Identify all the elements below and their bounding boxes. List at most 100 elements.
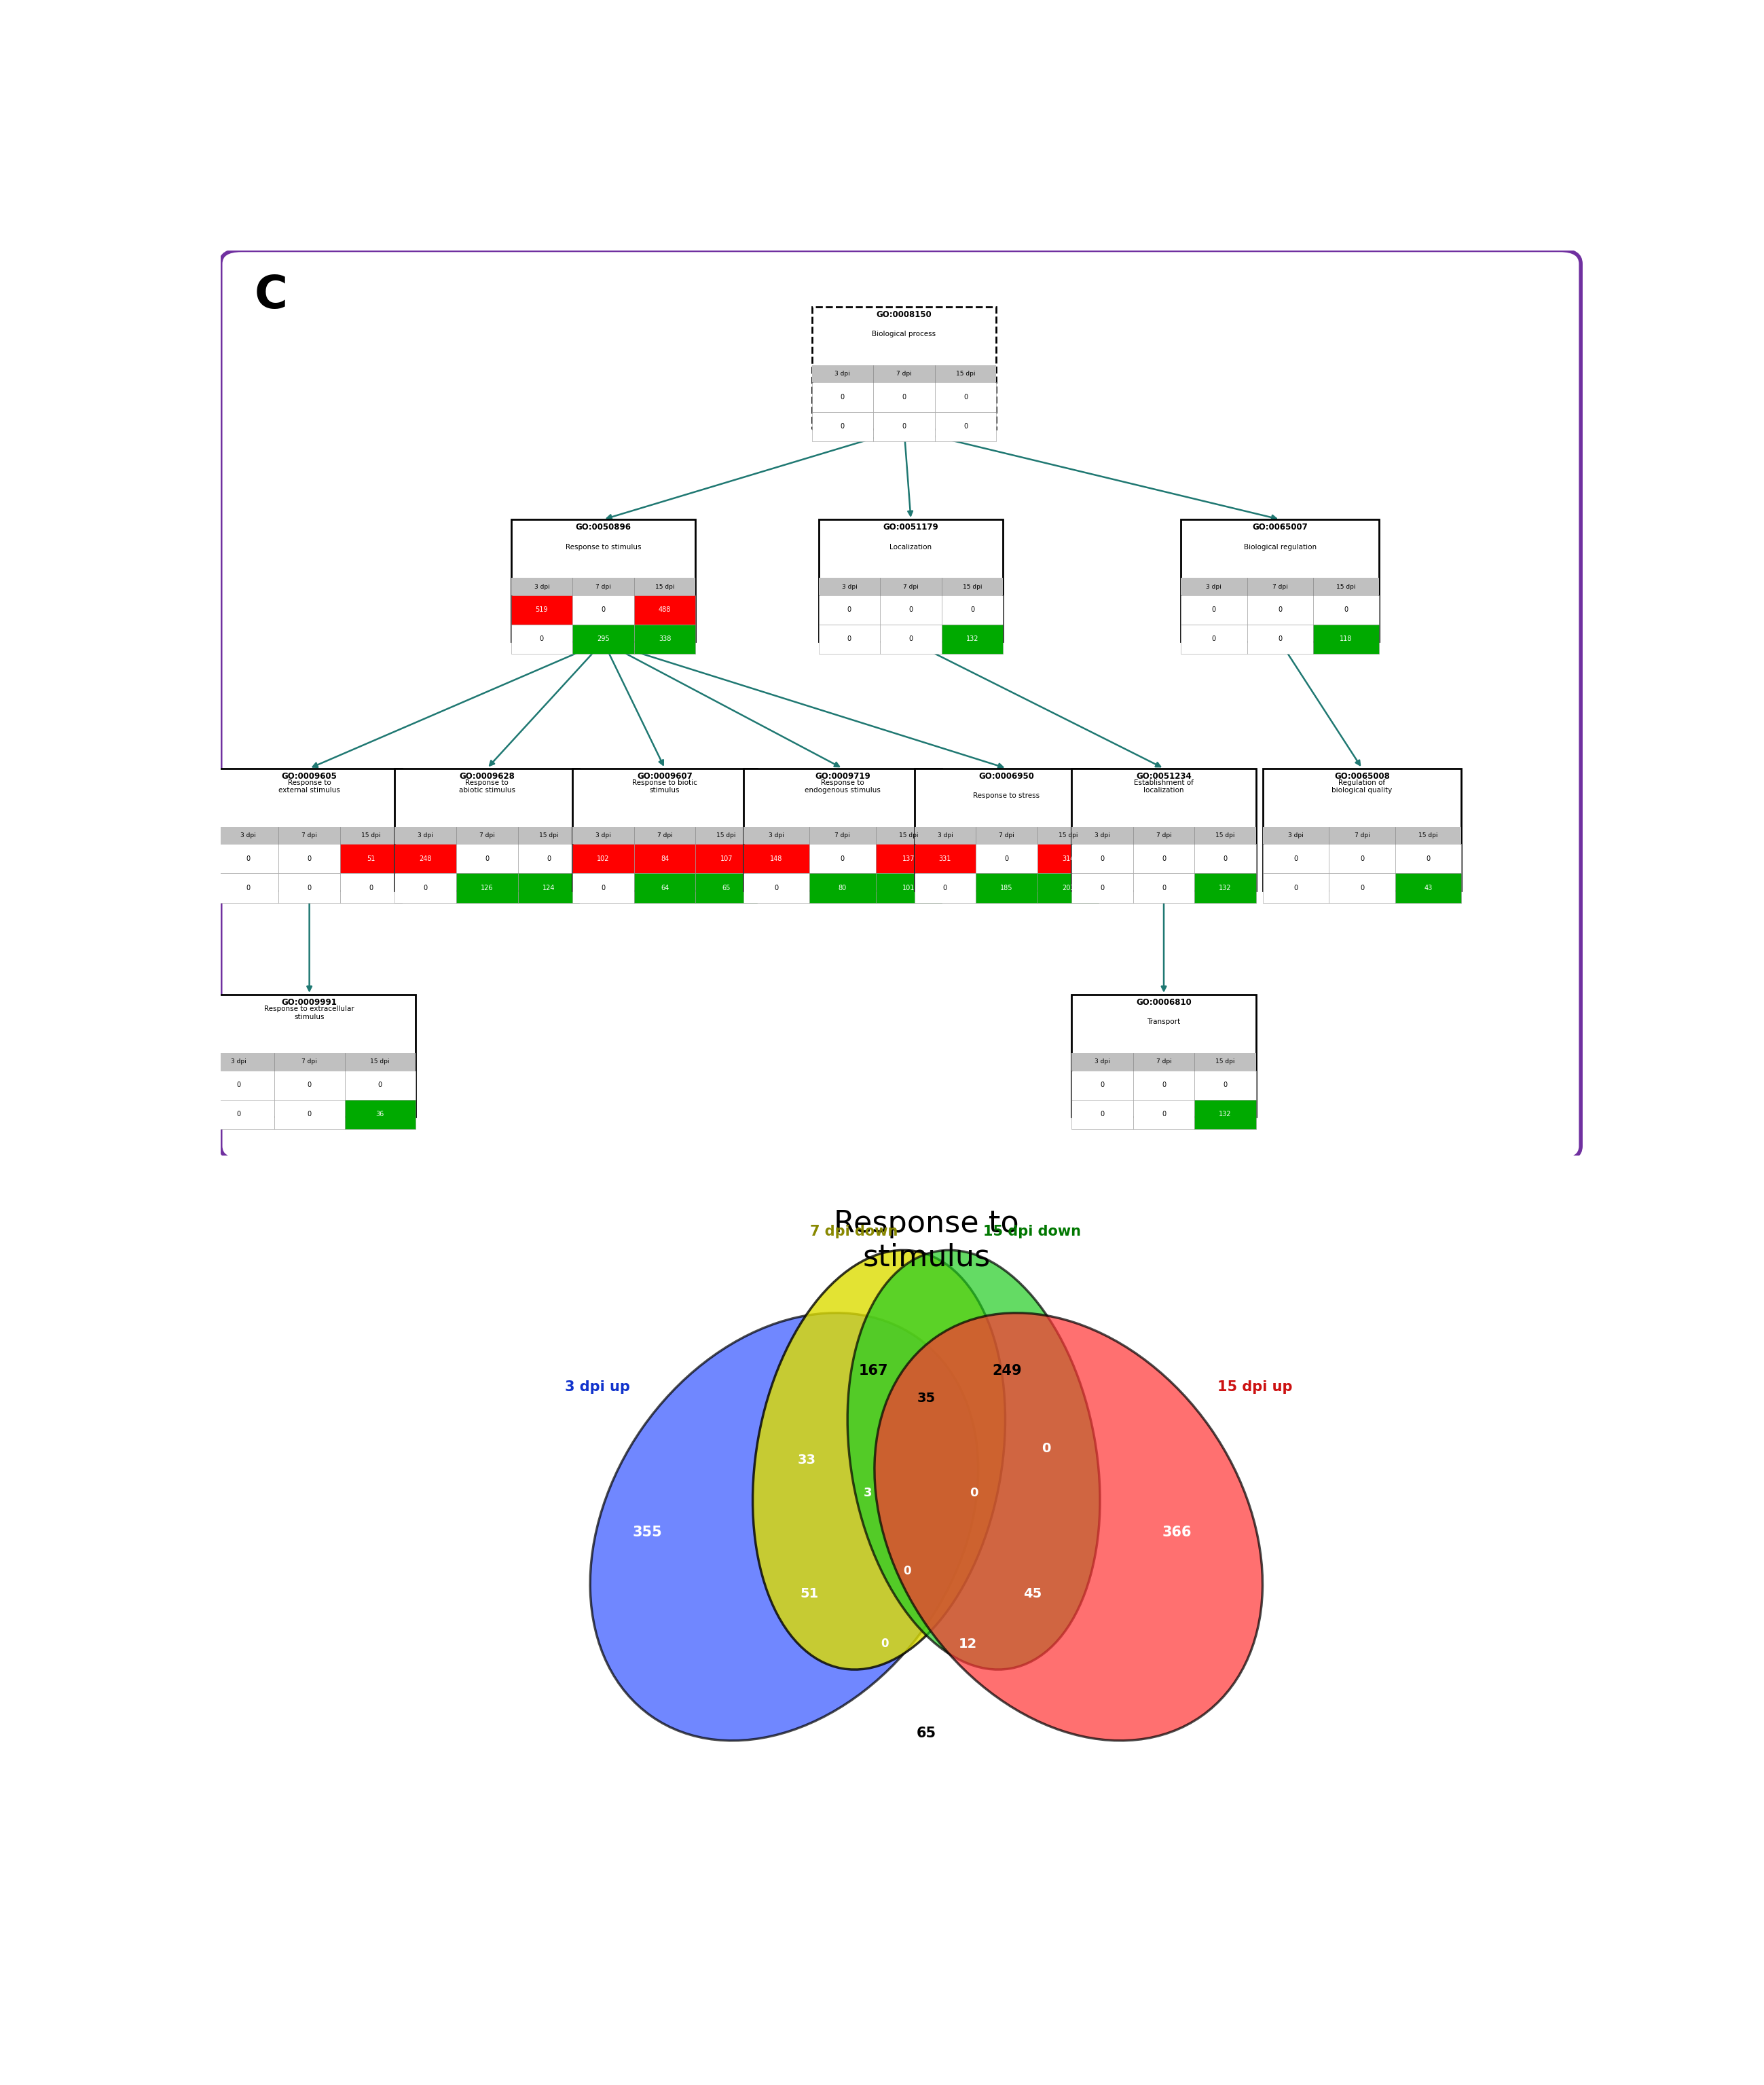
Text: 0: 0	[1162, 884, 1166, 892]
Text: Biological regulation: Biological regulation	[1244, 544, 1316, 550]
Text: 7 dpi: 7 dpi	[1155, 1059, 1171, 1065]
Bar	[1263, 844, 1328, 874]
Text: 0: 0	[1004, 855, 1009, 861]
Text: 7 dpi down: 7 dpi down	[810, 1224, 898, 1238]
Bar	[340, 844, 402, 874]
Bar	[914, 828, 1099, 844]
Text: Response to
stimulus: Response to stimulus	[834, 1209, 1020, 1272]
Text: 0: 0	[1277, 636, 1282, 642]
Bar	[1180, 625, 1247, 655]
Bar	[573, 844, 633, 874]
Bar	[1395, 844, 1461, 874]
Bar	[512, 578, 695, 594]
Text: Establishment of
localization: Establishment of localization	[1134, 780, 1194, 794]
Text: 43: 43	[1424, 884, 1432, 892]
Bar	[1132, 1070, 1194, 1099]
Text: 80: 80	[838, 884, 847, 892]
Text: 0: 0	[880, 1637, 889, 1649]
Text: 3 dpi: 3 dpi	[841, 584, 857, 590]
Bar	[1071, 995, 1256, 1118]
Text: 314: 314	[1062, 855, 1074, 861]
Bar	[1263, 828, 1461, 844]
Text: 3 dpi: 3 dpi	[231, 1059, 247, 1065]
Text: GO:0008150: GO:0008150	[877, 311, 931, 319]
Bar	[811, 413, 873, 442]
Text: GO:0009605: GO:0009605	[282, 771, 337, 780]
Bar	[818, 578, 1004, 594]
Bar	[633, 625, 695, 655]
Text: 0: 0	[1293, 855, 1298, 861]
Bar	[203, 995, 415, 1118]
Bar	[1071, 769, 1256, 890]
Bar	[395, 844, 457, 874]
Text: 338: 338	[658, 636, 670, 642]
Text: 0: 0	[840, 394, 845, 400]
Text: 51: 51	[367, 855, 376, 861]
Text: 0: 0	[847, 607, 852, 613]
Bar	[1132, 844, 1194, 874]
Text: 15 dpi: 15 dpi	[540, 832, 557, 838]
Text: 0: 0	[1222, 855, 1228, 861]
Bar	[1071, 1070, 1132, 1099]
Text: 0: 0	[307, 884, 312, 892]
Text: 7 dpi: 7 dpi	[1355, 832, 1371, 838]
Bar	[279, 844, 340, 874]
Text: 132: 132	[967, 636, 979, 642]
Text: Response to stress: Response to stress	[974, 792, 1041, 799]
Bar	[512, 594, 573, 625]
Bar	[743, 874, 810, 903]
Text: 203: 203	[1062, 884, 1074, 892]
Bar	[457, 844, 519, 874]
Bar	[1194, 1070, 1256, 1099]
Bar	[818, 519, 1004, 642]
Bar	[942, 625, 1004, 655]
Bar	[1247, 594, 1312, 625]
Text: 0: 0	[1212, 636, 1215, 642]
Text: 0: 0	[1162, 855, 1166, 861]
Text: Response to stimulus: Response to stimulus	[566, 544, 640, 550]
Bar	[1071, 1099, 1132, 1128]
Bar	[273, 1099, 344, 1128]
Text: 0: 0	[901, 394, 907, 400]
Text: 0: 0	[1101, 884, 1104, 892]
Text: GO:0065007: GO:0065007	[1252, 523, 1307, 532]
Bar	[519, 844, 579, 874]
Bar	[875, 844, 942, 874]
Text: GO:0051234: GO:0051234	[1136, 771, 1191, 780]
Text: 0: 0	[245, 884, 250, 892]
Text: 0: 0	[1101, 1111, 1104, 1118]
Bar	[1132, 1099, 1194, 1128]
Text: 132: 132	[1219, 884, 1231, 892]
Text: 3 dpi: 3 dpi	[1207, 584, 1222, 590]
Text: 7 dpi: 7 dpi	[1155, 832, 1171, 838]
Bar	[975, 844, 1037, 874]
Bar	[1312, 625, 1379, 655]
Bar	[942, 594, 1004, 625]
Bar	[217, 844, 279, 874]
Text: 84: 84	[662, 855, 669, 861]
Text: Response to biotic
stimulus: Response to biotic stimulus	[632, 780, 697, 794]
Bar	[914, 769, 1099, 890]
Text: 15 dpi: 15 dpi	[370, 1059, 390, 1065]
Bar	[633, 874, 695, 903]
Text: GO:0050896: GO:0050896	[575, 523, 632, 532]
Text: 0: 0	[944, 884, 947, 892]
Text: 7 dpi: 7 dpi	[896, 371, 912, 377]
Text: 0: 0	[236, 1111, 242, 1118]
Bar	[573, 769, 757, 890]
Text: 7 dpi: 7 dpi	[596, 584, 610, 590]
Text: 0: 0	[908, 607, 914, 613]
Bar	[519, 874, 579, 903]
Bar	[217, 874, 279, 903]
Text: Response to
endogenous stimulus: Response to endogenous stimulus	[804, 780, 880, 794]
Text: 7 dpi: 7 dpi	[834, 832, 850, 838]
Bar	[1071, 844, 1132, 874]
Text: 0: 0	[1360, 855, 1364, 861]
Bar	[1037, 844, 1099, 874]
Text: 3 dpi: 3 dpi	[1094, 1059, 1110, 1065]
Text: 0: 0	[908, 636, 914, 642]
Bar	[203, 1070, 273, 1099]
Text: 7 dpi: 7 dpi	[480, 832, 496, 838]
Text: 0: 0	[774, 884, 778, 892]
Text: 15 dpi: 15 dpi	[654, 584, 674, 590]
